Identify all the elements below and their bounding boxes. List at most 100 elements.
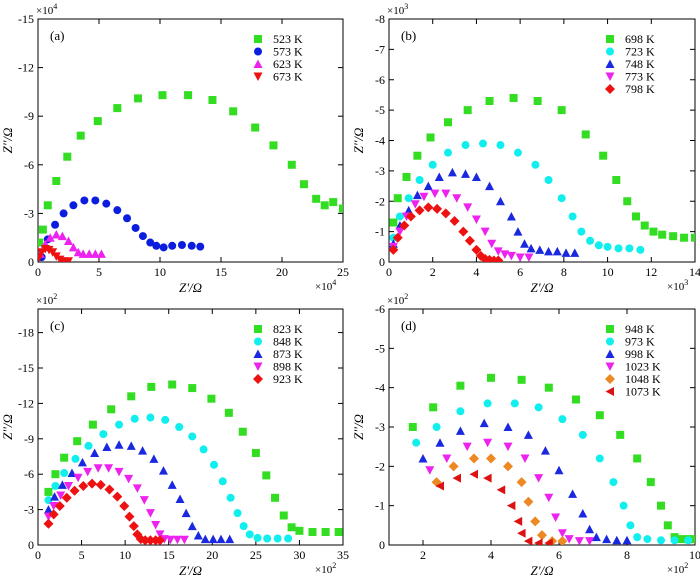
- data-area: [389, 93, 695, 262]
- data-point: [320, 201, 329, 210]
- data-point: [175, 494, 185, 503]
- data-point: [73, 247, 83, 257]
- data-point: [544, 538, 553, 545]
- series-923-K: [43, 478, 165, 545]
- data-point: [623, 197, 632, 206]
- data-point: [517, 375, 526, 384]
- x-tick-label: 0: [386, 265, 392, 279]
- data-point: [622, 535, 632, 545]
- data-point: [200, 534, 210, 544]
- data-point: [486, 453, 496, 464]
- legend-label: 573 K: [273, 45, 303, 59]
- data-point: [54, 501, 65, 512]
- data-point: [71, 454, 80, 463]
- data-point: [159, 535, 169, 544]
- data-point: [526, 243, 536, 253]
- legend-marker: [606, 35, 614, 43]
- legend-marker: [606, 47, 614, 56]
- data-point: [577, 227, 586, 236]
- data-point: [462, 442, 472, 452]
- data-point: [60, 469, 69, 478]
- data-point: [557, 106, 566, 115]
- data-point: [444, 148, 453, 157]
- data-point: [124, 474, 134, 484]
- data-point: [59, 209, 68, 218]
- data-point: [568, 489, 578, 498]
- data-point: [389, 244, 399, 255]
- data-point: [603, 242, 612, 251]
- data-point: [493, 247, 503, 256]
- data-point: [558, 415, 567, 424]
- data-point: [155, 530, 165, 539]
- data-point: [455, 426, 465, 435]
- x-tick-label: 8: [561, 265, 567, 279]
- x-tick-label: 0: [35, 548, 41, 562]
- legend-label: 823 K: [273, 322, 303, 336]
- y-tick-label: -1: [375, 225, 385, 239]
- data-point: [669, 232, 678, 241]
- data-point: [208, 534, 218, 544]
- data-point: [480, 227, 490, 237]
- legend-marker: [605, 84, 615, 94]
- y-tick-label: -1: [375, 499, 385, 513]
- data-point: [691, 535, 695, 544]
- legend-marker: [253, 349, 263, 358]
- y-tick-label: -8: [375, 12, 385, 26]
- y-tick-label: 0: [379, 538, 385, 552]
- data-point: [513, 516, 523, 526]
- data-point: [657, 501, 665, 510]
- data-point: [444, 118, 453, 127]
- x-tick-label: 4: [473, 265, 479, 279]
- data-point: [432, 203, 443, 214]
- data-point: [410, 200, 420, 209]
- data-point: [496, 485, 506, 495]
- x-tick-label: 15: [215, 265, 227, 279]
- y-tick-label: -7: [375, 42, 385, 56]
- data-point: [557, 536, 568, 545]
- data-point: [506, 501, 516, 511]
- data-point: [626, 521, 635, 530]
- y-tick-label: -2: [375, 459, 385, 473]
- data-point: [517, 528, 526, 538]
- data-point: [534, 474, 544, 483]
- data-point: [619, 501, 628, 510]
- y-axis-title: Z''/Ω: [351, 128, 366, 154]
- data-point: [50, 492, 60, 501]
- x-tick-label: 6: [517, 265, 523, 279]
- data-point: [419, 192, 429, 202]
- data-point: [485, 97, 494, 106]
- legend-label: 1023 K: [625, 360, 661, 374]
- data-point: [402, 172, 411, 181]
- x-tick-label: 4: [488, 548, 494, 562]
- x-tick-label: 20: [206, 548, 218, 562]
- data-point: [612, 535, 622, 545]
- data-point: [616, 430, 625, 439]
- x-tick-label: 8: [624, 548, 630, 562]
- x-multiplier: ×104: [315, 278, 336, 293]
- y-multiplier-exponent: 4: [53, 2, 57, 11]
- x-tick-label: 12: [645, 265, 657, 279]
- data-point: [80, 196, 89, 205]
- data-point: [452, 473, 461, 483]
- series-1023-K: [425, 438, 595, 545]
- data-point: [238, 427, 247, 436]
- data-point: [145, 509, 155, 518]
- data-point: [113, 104, 122, 113]
- data-point: [68, 242, 78, 252]
- data-point: [585, 524, 595, 534]
- x-tick-label: 10: [119, 548, 131, 562]
- data-point: [461, 169, 470, 178]
- data-point: [684, 536, 693, 545]
- data-point: [471, 172, 481, 181]
- data-point: [193, 531, 203, 540]
- data-point: [612, 175, 621, 184]
- data-point: [395, 227, 405, 237]
- data-point: [544, 493, 554, 503]
- data-point: [102, 199, 111, 208]
- series-1048-K: [431, 453, 568, 545]
- x-tick-label: 20: [276, 265, 288, 279]
- data-point: [544, 246, 554, 256]
- x-axis-title: Z'/Ω: [179, 563, 202, 578]
- panel-label: (a): [50, 28, 64, 43]
